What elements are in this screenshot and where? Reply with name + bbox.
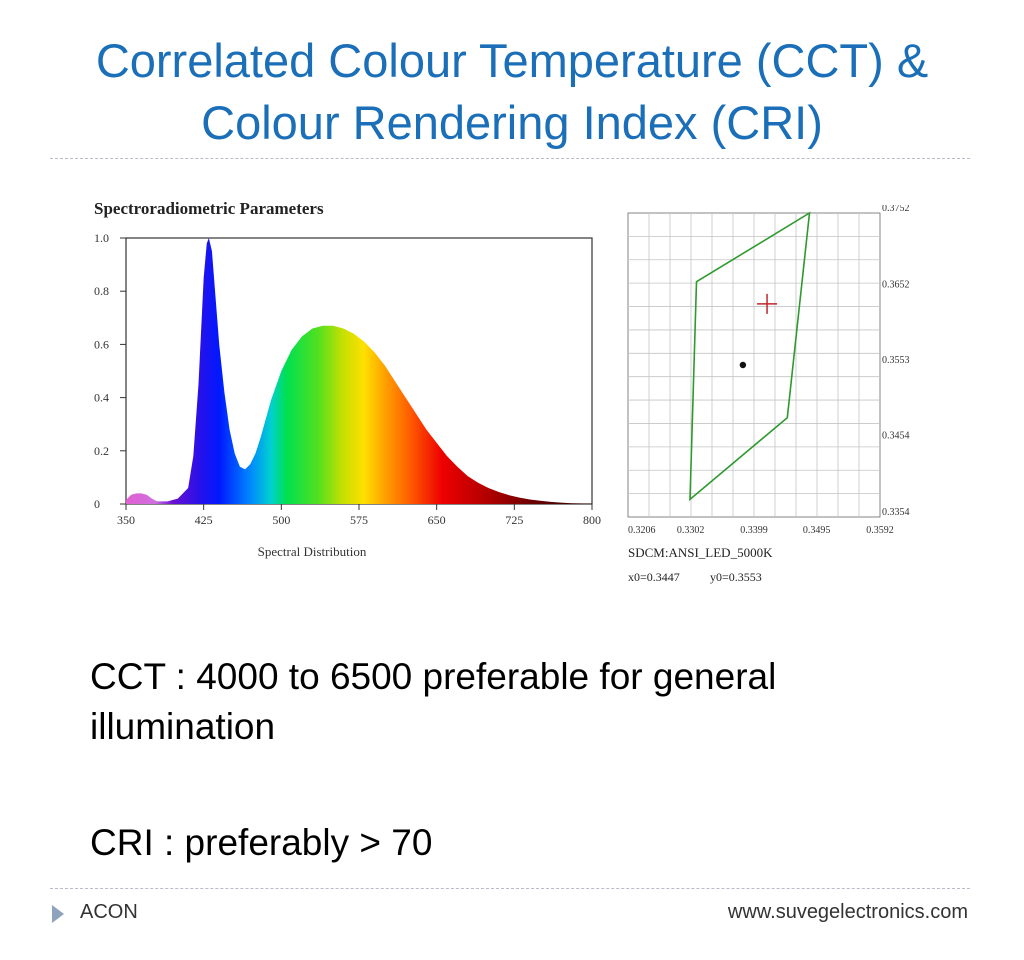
spectrum-x-tick-label-2: 500 [272,513,290,527]
title-divider [50,158,970,159]
title-line-2: Colour Rendering Index (CRI) [201,96,823,149]
title-line-1: Correlated Colour Temperature (CCT) & [95,34,929,87]
spectrum-x-tick-label-0: 350 [117,513,135,527]
spectrum-y-tick-label-4: 0.8 [94,284,109,298]
chromaticity-y-tick-label-1: 0.3652 [882,279,910,290]
chromaticity-y-tick-label-2: 0.3553 [882,355,910,366]
footer-brand: ACON [80,901,138,923]
spectrum-y-tick-label-1: 0.2 [94,444,109,458]
chromaticity-y-tick-label-0: 0.3752 [882,205,910,214]
footer-website: www.suvegelectronics.com [727,901,968,923]
spectrum-chart-title: Spectroradiometric Parameters [94,199,324,218]
spectral-distribution-chart: Spectroradiometric Parameters 350 425 500 5… [94,199,601,559]
spectrum-x-tick-label-3: 575 [350,513,368,527]
chromaticity-x-tick-label-0: 0.3206 [628,525,656,536]
chromaticity-y-tick-label-4: 0.3354 [882,507,910,518]
chromaticity-x-tick-label-2: 0.3399 [740,525,768,536]
spectrum-area [126,238,592,504]
spectrum-x-axis-label: Spectral Distribution [258,544,367,559]
chromaticity-x-tick-label-1: 0.3302 [677,525,705,536]
spectrum-y-tick-label-3: 0.6 [94,337,109,351]
chromaticity-x-tick-label-3: 0.3495 [803,525,831,536]
chromaticity-center-point [739,361,747,369]
spectrum-x-tick-label-4: 650 [428,513,446,527]
measured-point-plus-marker [757,293,778,314]
macadam-ellipse-quadrilateral [689,211,811,502]
spectrum-y-tick-label-2: 0.4 [94,391,109,405]
chromaticity-y-tick-label-3: 0.3454 [882,431,910,442]
chromaticity-caption-x0: x0=0.3447 [628,570,680,584]
cri-statement: CRI : preferably > 70 [90,822,433,863]
spectrum-x-tick-label-5: 725 [505,513,523,527]
chromaticity-caption-y0: y0=0.3553 [710,570,762,584]
spectrum-y-tick-label-0: 0 [94,497,100,511]
footer-triangle-icon [52,905,64,923]
spectrum-y-tick-label-5: 1.0 [94,231,109,245]
spectrum-x-tick-label-6: 800 [583,513,601,527]
chromaticity-x-tick-label-4: 0.3592 [866,525,894,536]
chromaticity-caption-sdcm: SDCM:ANSI_LED_5000K [628,545,773,560]
slide-title: Correlated Colour Temperature (CCT) & Co… [0,30,1024,154]
chromaticity-chart: 0.3206 0.3302 0.3399 0.3495 0.3592 0.3752 0.3… [627,205,910,584]
cct-statement: CCT : 4000 to 6500 preferable for genera… [90,656,777,747]
footer-divider [50,888,970,889]
spectrum-x-tick-label-1: 425 [195,513,213,527]
